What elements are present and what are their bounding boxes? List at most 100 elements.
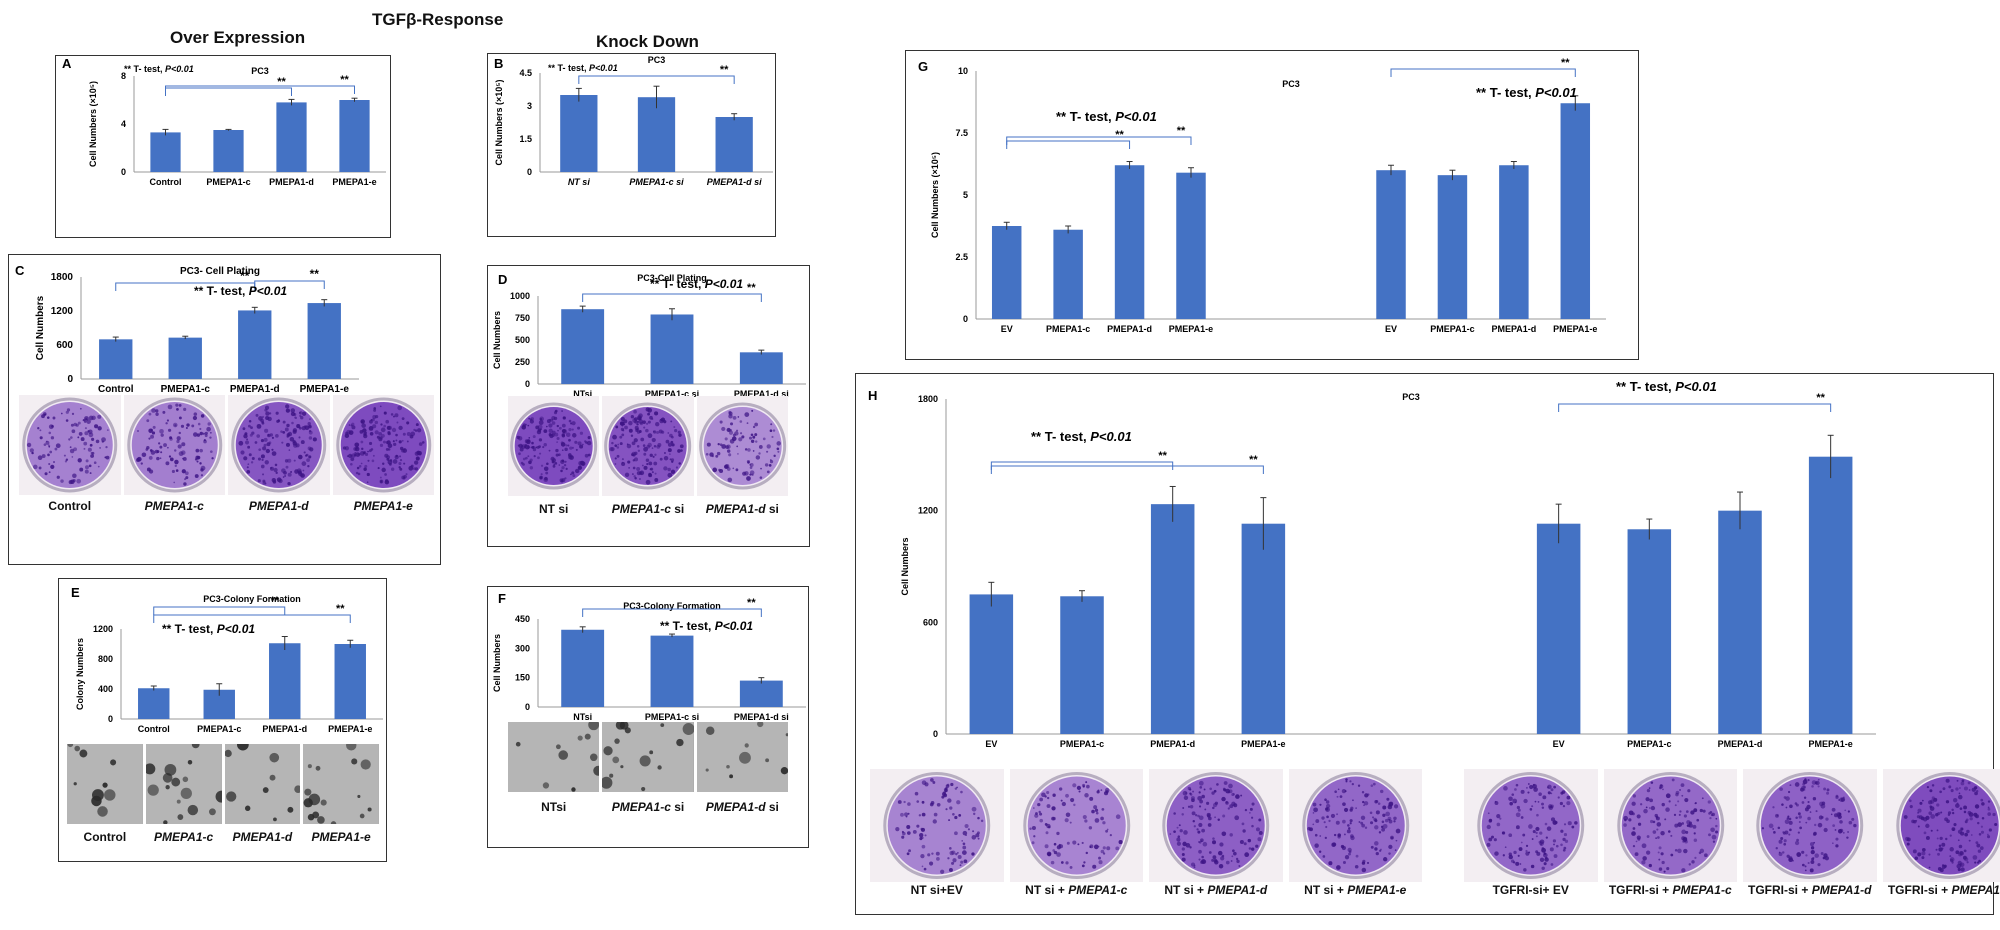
panel-letter: B xyxy=(494,56,503,71)
bar xyxy=(715,117,753,172)
over-expression-header: Over Expression xyxy=(170,28,306,47)
panel-letter: D xyxy=(498,272,507,287)
chart-title: PC3 xyxy=(251,66,269,76)
bar xyxy=(739,680,783,707)
significance-stars: ** xyxy=(277,76,286,88)
bar xyxy=(339,100,370,172)
significance-bracket xyxy=(254,280,325,289)
t-test-label: ** T- test, P<0.01 xyxy=(548,63,618,73)
y-tick-label: 0 xyxy=(108,714,113,724)
significance-bracket xyxy=(582,293,762,302)
x-tick-label: PMEPA1-c xyxy=(197,724,241,734)
chart-title: PC3 xyxy=(1282,79,1300,89)
x-tick-label: PMEPA1-e xyxy=(1808,739,1852,749)
plate-image-row xyxy=(508,396,788,496)
image-caption: PMEPA1-c xyxy=(144,499,204,513)
x-tick-label: PMEPA1-c xyxy=(161,384,211,395)
y-tick-label: 0 xyxy=(525,702,530,712)
image-caption: NT si xyxy=(538,502,569,516)
image-caption: NTsi xyxy=(541,800,567,814)
image-captions: Control PMEPA1-c PMEPA1-d PMEPA1-e xyxy=(19,499,434,513)
image-caption: TGFRI-si + PMEPA1-e xyxy=(1887,883,2000,897)
y-tick-label: 1200 xyxy=(51,306,74,317)
significance-bracket xyxy=(153,606,286,615)
x-tick-label: PMEPA1-e xyxy=(1241,739,1285,749)
y-tick-label: 4 xyxy=(121,119,126,129)
x-tick-label: PMEPA1-d xyxy=(1150,739,1195,749)
bar xyxy=(238,310,272,379)
x-tick-label: EV xyxy=(1385,324,1397,334)
y-tick-label: 10 xyxy=(958,66,968,76)
bar xyxy=(1060,596,1104,734)
y-tick-label: 600 xyxy=(923,617,938,627)
x-tick-label: PMEPA1-c xyxy=(1627,739,1671,749)
y-axis-label: Colony Numbers xyxy=(75,638,85,710)
chart-title: PC3-Colony Formation xyxy=(203,594,301,604)
colony-micrograph xyxy=(696,722,788,792)
image-caption: Control xyxy=(48,499,92,513)
x-tick-label: PMEPA1-d xyxy=(230,384,280,395)
colony-micrograph xyxy=(67,744,143,824)
x-tick-label: Control xyxy=(150,177,182,187)
x-tick-label: PMEPA1-c si xyxy=(645,712,699,722)
y-tick-label: 0 xyxy=(67,374,73,385)
colony-micrograph xyxy=(145,744,222,824)
chart-title: PC3-Cell Plating xyxy=(637,273,707,283)
chart-e: E PC3-Colony Formation 0 400 800 1200 Colony N… xyxy=(71,585,383,734)
bar xyxy=(1718,510,1762,734)
y-tick-label: 0 xyxy=(963,314,968,324)
image-captions: NT si+EV NT si + PMEPA1-c NT si + PMEPA1-d… xyxy=(870,883,2000,897)
panel-f: F PC3-Colony Formation 0 150 300 450 Cell Numb… xyxy=(487,586,809,848)
t-test-label: ** T- test, P<0.01 xyxy=(162,622,255,636)
t-test-label: ** T- test, P<0.01 xyxy=(1056,109,1157,124)
image-caption: TGFRI-si+ EV xyxy=(1492,883,1569,897)
significance-stars: ** xyxy=(1158,450,1167,462)
significance-stars: ** xyxy=(240,269,250,283)
chart-d: D PC3-Cell Plating 0 250 500 750 1000 Cell Numb… xyxy=(492,272,806,399)
significance-bracket xyxy=(1558,403,1832,412)
t-test-label: ** T- test, P<0.01 xyxy=(194,284,287,298)
image-caption: PMEPA1-c si xyxy=(611,502,685,516)
significance-bracket xyxy=(1006,136,1192,145)
colony-micrograph xyxy=(602,722,694,792)
stained-plate xyxy=(19,395,121,495)
y-tick-label: 1800 xyxy=(51,272,74,283)
colony-micrograph xyxy=(303,744,379,824)
significance-stars: ** xyxy=(270,595,279,607)
y-axis-label: Cell Numbers xyxy=(492,634,502,692)
y-tick-label: 250 xyxy=(515,357,530,367)
x-tick-label: Control xyxy=(138,724,170,734)
x-tick-label: EV xyxy=(1001,324,1013,334)
stained-plate xyxy=(1882,769,2000,882)
bar xyxy=(561,309,605,384)
chart-g: G PC3 0 2.5 5 7.5 10 Cell Numbers (×10⁵) EV PMEPA… xyxy=(918,57,1606,334)
y-tick-label: 0 xyxy=(121,167,126,177)
x-tick-label: PMEPA1-e xyxy=(328,724,372,734)
panel-letter: G xyxy=(918,59,928,74)
panel-h: H PC3 0 600 1200 1800 Cell Numbers EV PMEPA1-c PM… xyxy=(855,373,2000,915)
y-tick-label: 500 xyxy=(515,335,530,345)
y-axis-label: Cell Numbers xyxy=(35,295,46,360)
stained-plate xyxy=(1603,769,1737,882)
bar xyxy=(1114,165,1145,319)
colony-micrograph xyxy=(508,722,600,792)
significance-stars: ** xyxy=(747,282,756,294)
y-axis-label: Cell Numbers (×10⁵) xyxy=(930,152,940,238)
panel-c: C PC3- Cell Plating 0 600 1200 1800 Cell Numbe… xyxy=(8,254,441,565)
y-tick-label: 1800 xyxy=(918,394,938,404)
significance-bracket xyxy=(165,87,292,96)
bar xyxy=(269,643,301,719)
x-tick-label: PMEPA1-e xyxy=(332,177,376,187)
stained-plate xyxy=(1149,769,1283,882)
panel-b: B PC3 0 1.5 3 4.5 Cell Numbers (×10⁵) NT si PMEP… xyxy=(487,53,776,237)
stained-plate xyxy=(870,769,1004,882)
significance-bracket xyxy=(153,614,351,623)
panel-letter: F xyxy=(498,591,506,606)
significance-stars: ** xyxy=(1561,57,1570,69)
x-tick-label: NTsi xyxy=(573,712,592,722)
stained-plate xyxy=(696,396,788,496)
x-tick-label: Control xyxy=(98,384,134,395)
y-tick-label: 0 xyxy=(933,729,938,739)
y-tick-label: 8 xyxy=(121,71,126,81)
bar xyxy=(138,688,170,719)
